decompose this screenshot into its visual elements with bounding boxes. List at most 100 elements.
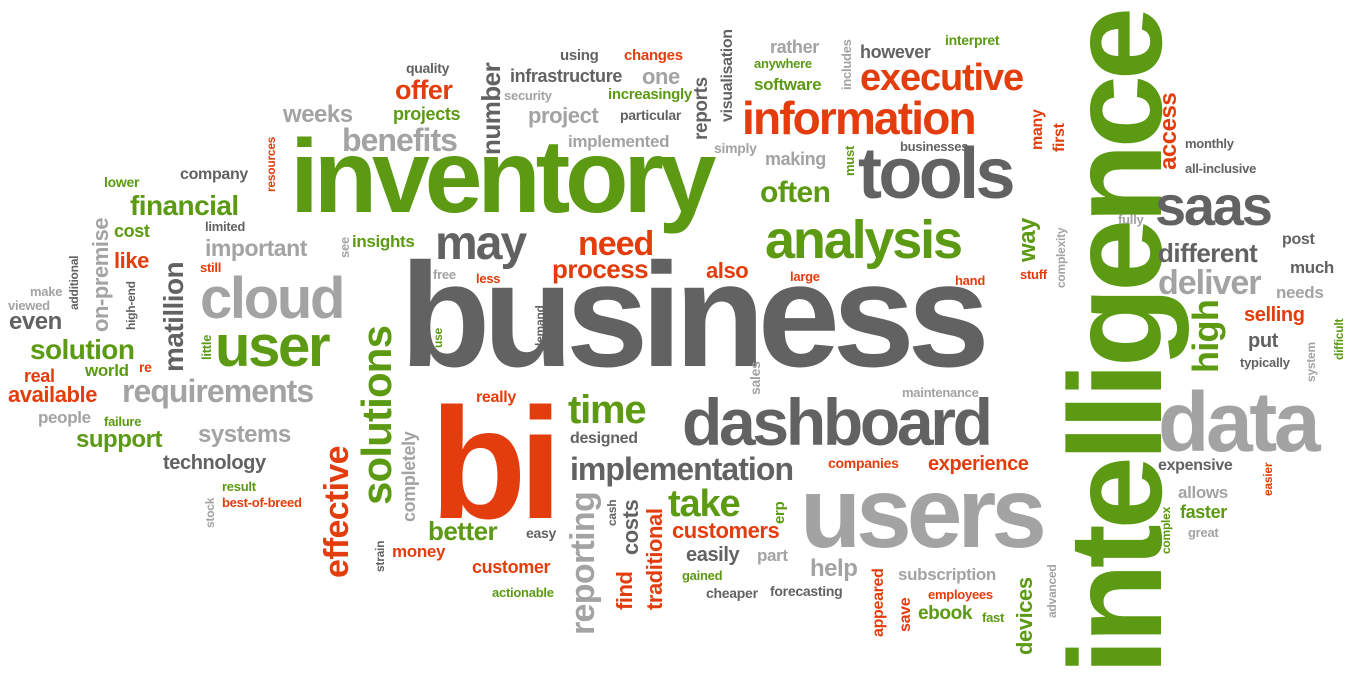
word-systems: systems (198, 421, 291, 448)
word-take: take (668, 483, 741, 525)
word-complex: complex (1159, 506, 1173, 554)
word-matillion: matillion (158, 261, 189, 372)
word-must: must (842, 145, 857, 176)
word-gained: gained (682, 568, 723, 583)
word-difficult: difficult (1332, 318, 1346, 360)
word-money: money (392, 542, 446, 561)
word-people: people (38, 408, 91, 427)
word-bi: bi (430, 376, 563, 552)
word-devices: devices (1012, 577, 1037, 655)
word-simply: simply (714, 140, 757, 156)
word-save: save (897, 597, 914, 632)
word-great: great (1188, 525, 1219, 540)
word-rather: rather (770, 37, 819, 57)
word-forecasting: forecasting (770, 583, 843, 599)
word-fast: fast (982, 610, 1005, 625)
word-cash: cash (605, 499, 619, 526)
word-using: using (560, 47, 599, 64)
word-need: need (578, 225, 654, 263)
word-users: users (800, 457, 1047, 569)
word-support: support (76, 426, 162, 453)
word-deliver: deliver (1158, 264, 1262, 302)
word-still: still (200, 260, 222, 275)
word-requirements: requirements (122, 373, 314, 409)
word-much: much (1290, 258, 1334, 277)
word-making: making (765, 149, 826, 169)
word-expensive: expensive (1158, 457, 1233, 474)
word-security: security (504, 88, 552, 103)
word-way: way (1014, 218, 1041, 262)
word-stuff: stuff (1020, 267, 1047, 282)
word-selling: selling (1244, 304, 1305, 326)
word-system: system (1304, 342, 1318, 382)
word-particular: particular (620, 107, 681, 123)
word-process: process (552, 254, 649, 284)
word-increasingly: increasingly (608, 86, 692, 103)
word-needs: needs (1276, 283, 1324, 302)
word-world: world (85, 361, 129, 380)
word-find: find (612, 571, 637, 610)
word-free: free (433, 267, 456, 282)
word-executive: executive (860, 57, 1024, 99)
word-offer: offer (395, 75, 453, 105)
word-company: company (180, 166, 249, 183)
word-businesses: businesses (900, 139, 969, 154)
word-however: however (860, 42, 931, 62)
word-lower: lower (104, 174, 140, 190)
word-sales: sales (747, 361, 763, 395)
word-software: software (754, 75, 822, 94)
word-insights: insights (352, 232, 415, 251)
word-implemented: implemented (568, 132, 670, 151)
word-costs: costs (618, 499, 643, 555)
word-appeared: appeared (870, 568, 887, 637)
word-experience: experience (928, 453, 1029, 475)
word-reports: reports (691, 77, 712, 140)
word-stock: stock (203, 497, 217, 528)
word-subscription: subscription (898, 565, 996, 584)
word-infrastructure: infrastructure (510, 66, 622, 86)
word-traditional: traditional (642, 508, 667, 611)
word-high-end: high-end (124, 281, 138, 330)
word-often: often (760, 176, 831, 209)
word-demand: demand (533, 305, 547, 350)
word-part: part (757, 546, 788, 565)
word-visualisation: visualisation (719, 29, 736, 122)
word-information: information (742, 92, 977, 144)
word-tools: tools (858, 134, 1016, 214)
word-best-of-breed: best-of-breed (222, 495, 302, 510)
word-typically: typically (1240, 355, 1290, 370)
word-fully: fully (1118, 212, 1144, 227)
word-saas: saas (1155, 174, 1273, 237)
word-customer: customer (472, 557, 551, 577)
word-put: put (1248, 330, 1278, 352)
word-use: use (431, 328, 445, 348)
word-high: high (1185, 299, 1226, 373)
word-easier: easier (1261, 462, 1275, 496)
word-hand: hand (955, 273, 986, 288)
word-also: also (706, 258, 749, 283)
word-completely: completely (399, 431, 419, 522)
word-actionable: actionable (492, 585, 554, 600)
word-designed: designed (570, 430, 638, 447)
word-changes: changes (624, 47, 683, 64)
word-implementation: implementation (570, 451, 794, 487)
word-ebook: ebook (918, 603, 973, 624)
word-reporting: reporting (564, 491, 602, 635)
word-data: data (1158, 375, 1321, 469)
word-result: result (222, 479, 256, 494)
word-faster: faster (1180, 502, 1227, 522)
word-one: one (642, 64, 680, 89)
word-complexity: complexity (1054, 227, 1068, 288)
word-dashboard: dashboard (682, 385, 993, 459)
word-less: less (476, 271, 501, 286)
word-access: access (1155, 92, 1182, 170)
word-real: real (24, 366, 55, 386)
word-different: different (1158, 238, 1258, 268)
word-business: business (400, 233, 990, 398)
word-monthly: monthly (1185, 136, 1234, 151)
word-solutions: solutions (353, 325, 400, 505)
word-employees: employees (928, 587, 993, 602)
word-projects: projects (393, 104, 461, 124)
word-user: user (215, 314, 331, 379)
